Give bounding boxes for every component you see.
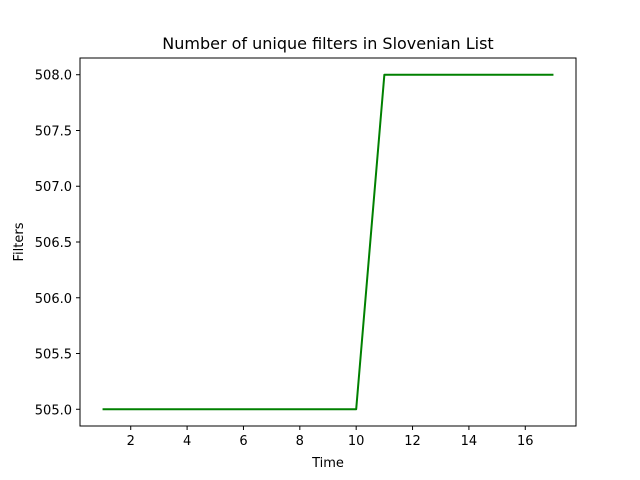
x-tick-label: 12 (404, 434, 421, 449)
chart-title: Number of unique filters in Slovenian Li… (162, 34, 493, 53)
y-tick-label: 507.0 (35, 180, 72, 195)
x-tick-label: 14 (461, 434, 478, 449)
y-axis-label: Filters (12, 222, 27, 261)
series-line (102, 73, 554, 411)
y-tick-label: 508.0 (35, 69, 72, 84)
x-tick-label: 2 (127, 434, 135, 449)
y-tick-label: 506.0 (35, 292, 72, 307)
x-tick-label: 8 (296, 434, 304, 449)
y-tick-label: 506.5 (35, 236, 72, 251)
y-axis-ticks: 505.0 505.5 506.0 506.5 507.0 507.5 508.0 (35, 69, 80, 418)
x-axis-ticks: 2 4 6 8 10 12 14 16 (127, 426, 534, 449)
x-tick-label: 6 (239, 434, 247, 449)
series-layer (102, 73, 554, 411)
y-tick-label: 505.5 (35, 348, 72, 363)
x-tick-label: 10 (348, 434, 365, 449)
x-tick-label: 16 (517, 434, 534, 449)
x-tick-label: 4 (183, 434, 191, 449)
x-axis-label: Time (311, 456, 344, 471)
y-tick-label: 505.0 (35, 403, 72, 418)
y-tick-label: 507.5 (35, 124, 72, 139)
plot-area-frame (79, 57, 577, 427)
